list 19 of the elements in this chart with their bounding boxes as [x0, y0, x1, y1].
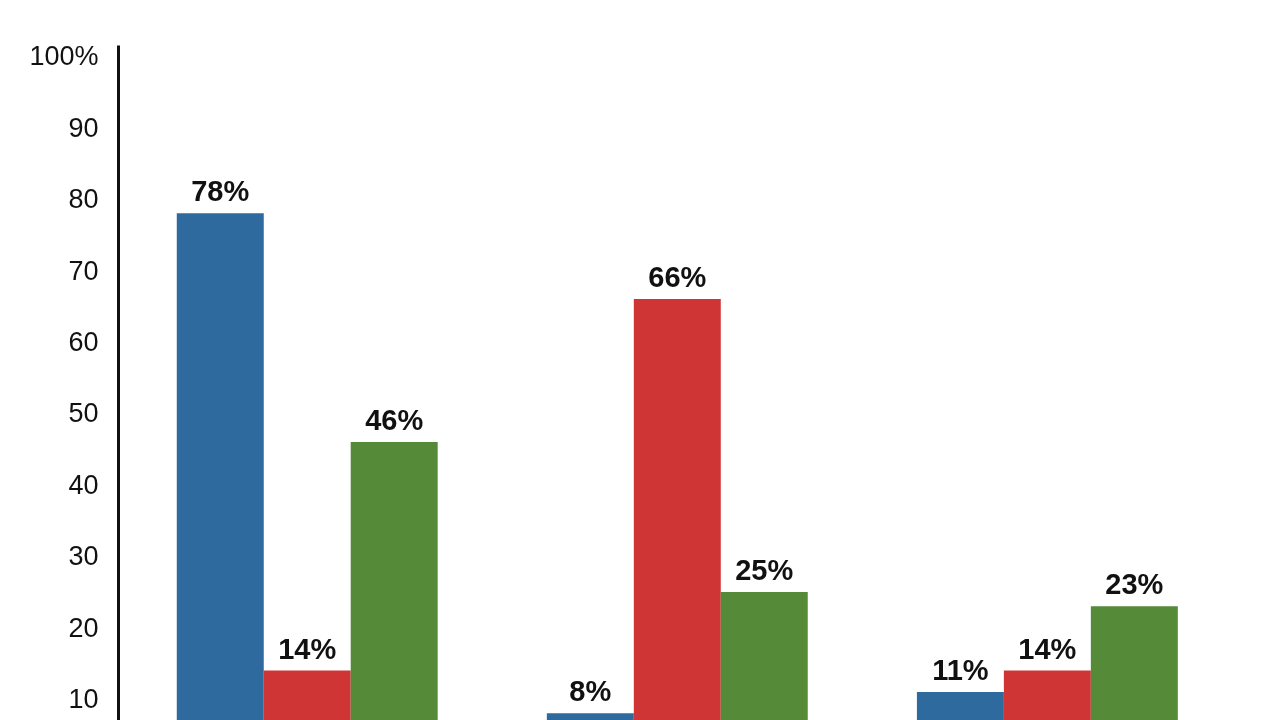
- data-label: 66%: [648, 261, 707, 294]
- data-label: 8%: [569, 675, 612, 708]
- y-tick-label: 100%: [29, 41, 99, 72]
- y-tick-label: 80: [68, 184, 99, 215]
- y-tick-label: 40: [68, 469, 99, 500]
- data-label: 46%: [365, 403, 424, 436]
- y-tick-label: 50: [68, 398, 99, 429]
- y-tick-label: 90: [68, 112, 99, 143]
- data-label: 11%: [932, 653, 989, 686]
- data-label: 14%: [278, 632, 337, 665]
- y-tick-label: 60: [68, 326, 99, 357]
- y-tick-label: 10: [68, 684, 99, 715]
- data-label: 14%: [1018, 632, 1077, 665]
- y-tick-label: 70: [68, 255, 99, 286]
- y-tick-label: 30: [68, 541, 99, 572]
- data-label: 23%: [1105, 568, 1164, 601]
- data-label: 78%: [191, 175, 250, 208]
- data-label: 25%: [735, 553, 794, 586]
- y-tick-label: 20: [68, 612, 99, 643]
